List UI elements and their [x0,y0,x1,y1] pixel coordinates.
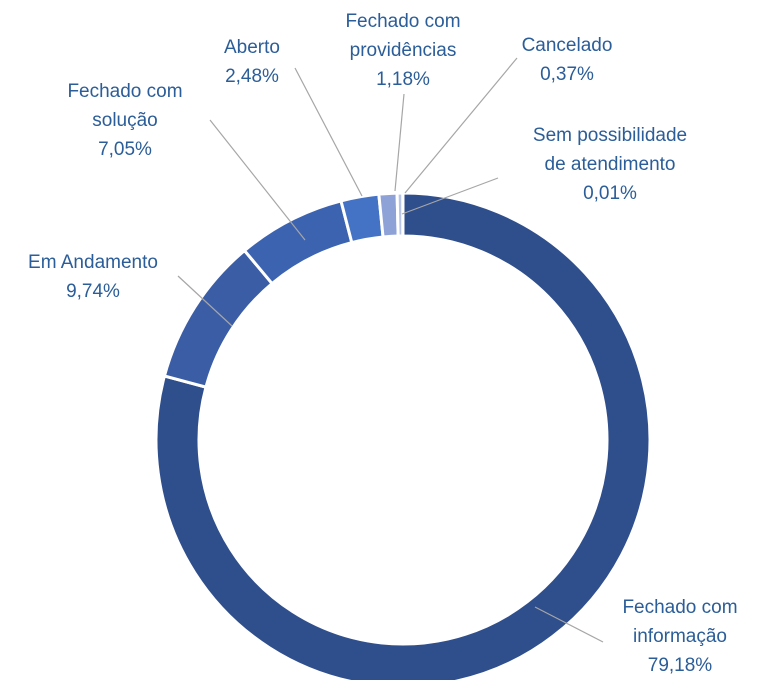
leader-line [294,67,363,197]
slice-label: Fechado com providências 1,18% [323,7,483,94]
donut-slice [154,191,652,680]
value-label: 7,05% [98,139,152,160]
slice-label: Fechado com informação 79,18% [600,593,758,680]
leader-line [401,177,499,215]
category-name: Aberto [224,37,280,58]
slice-label: Cancelado 0,37% [502,31,632,89]
category-name: Cancelado [521,35,613,56]
leader-line [404,57,518,194]
donut-slice [242,199,354,286]
value-label: 1,18% [376,69,430,90]
value-label: 79,18% [647,655,713,676]
category-name: Fechado com solução [67,81,183,131]
leader-line [209,119,306,241]
value-label: 9,74% [66,281,120,302]
leader-line [394,93,405,192]
slice-label: Fechado com solução 7,05% [45,77,205,164]
value-label: 2,48% [225,66,279,87]
value-label: 0,37% [540,64,594,85]
slice-label: Aberto 2,48% [202,33,302,91]
category-name: Em Andamento [28,252,158,273]
slice-label: Em Andamento 9,74% [3,248,183,306]
leader-line [534,606,604,643]
value-label: 0,01% [583,183,637,204]
leader-line [177,275,233,327]
donut-slice [377,191,400,239]
category-name: Sem possibilidade de atendimento [532,125,688,175]
category-name: Fechado com providências [345,11,461,61]
category-name: Fechado com informação [622,597,738,647]
slice-label: Sem possibilidade de atendimento 0,01% [529,121,691,208]
